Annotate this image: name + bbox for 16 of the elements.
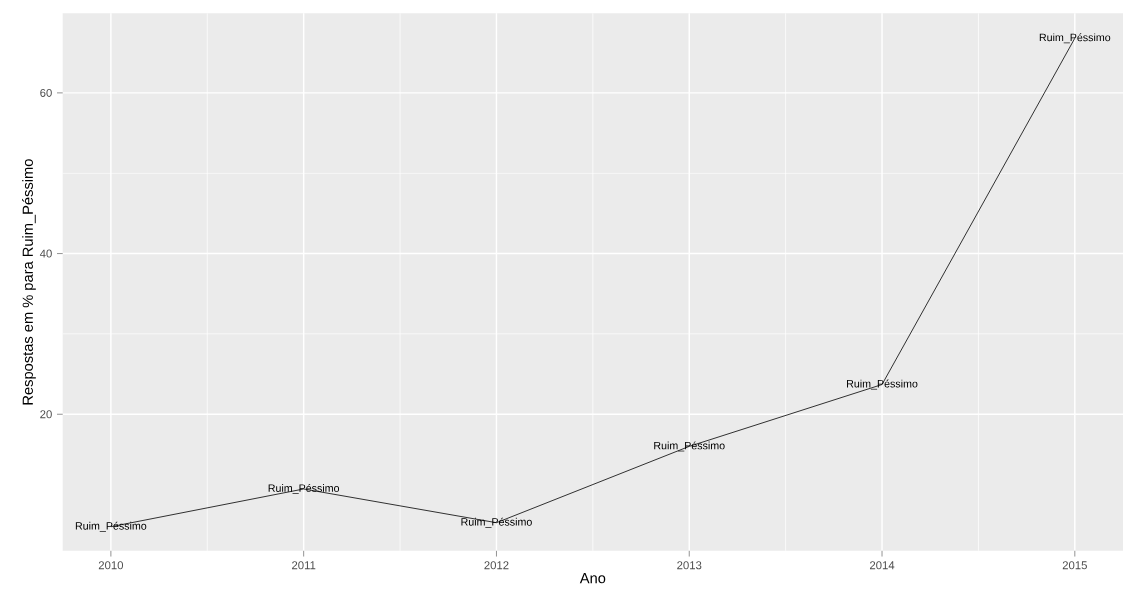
y-tick-label: 40 (39, 249, 52, 258)
annotation: Ruim_Péssimo (268, 483, 340, 494)
x-tick-label: 2014 (869, 561, 895, 570)
x-tick-label: 2013 (677, 561, 702, 570)
y-axis-title: Respostas em % para Ruim_Péssimo (22, 159, 36, 405)
x-tick-label: 2010 (98, 561, 124, 570)
y-tick-label: 20 (40, 410, 52, 419)
annotation: Ruim_Péssimo (847, 379, 918, 390)
annotation: Ruim_Péssimo (1039, 33, 1111, 44)
annotation: Ruim_Péssimo (461, 517, 532, 528)
x-axis-title: Ano (579, 573, 606, 584)
x-tick-label: 2012 (484, 561, 509, 570)
x-tick-label: 2015 (1062, 561, 1087, 570)
x-tick-label: 2011 (292, 561, 316, 570)
annotation: Ruim_Péssimo (75, 521, 147, 532)
y-tick-label: 60 (40, 88, 52, 97)
